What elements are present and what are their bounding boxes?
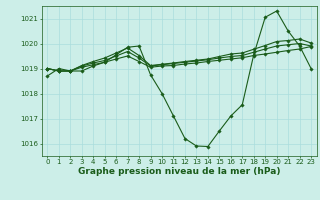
- X-axis label: Graphe pression niveau de la mer (hPa): Graphe pression niveau de la mer (hPa): [78, 167, 280, 176]
